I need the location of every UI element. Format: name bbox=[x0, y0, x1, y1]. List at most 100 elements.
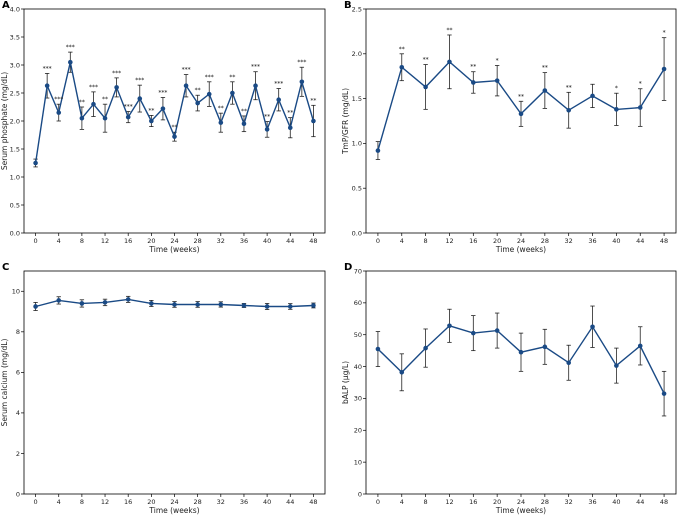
x-tick-label: 8 bbox=[80, 498, 84, 506]
x-tick-label: 0 bbox=[34, 237, 38, 245]
x-axis-label: Time (weeks) bbox=[495, 506, 546, 515]
y-tick-label: 1.5 bbox=[10, 145, 20, 153]
x-tick-label: 28 bbox=[194, 237, 202, 245]
x-tick-label: 48 bbox=[309, 498, 317, 506]
data-point bbox=[218, 120, 224, 125]
x-tick-label: 24 bbox=[170, 237, 178, 245]
y-tick-label: 40 bbox=[354, 363, 362, 371]
data-point bbox=[241, 303, 247, 308]
y-tick-label: 2.0 bbox=[352, 50, 362, 58]
x-tick-label: 32 bbox=[565, 498, 573, 506]
x-tick-label: 20 bbox=[147, 237, 155, 245]
x-tick-label: 40 bbox=[612, 237, 620, 245]
y-tick-label: 3.0 bbox=[10, 61, 20, 69]
panel-label: B bbox=[344, 0, 352, 11]
significance-label: ** bbox=[148, 107, 154, 114]
significance-label: * bbox=[639, 81, 642, 88]
x-tick-label: 48 bbox=[660, 498, 668, 506]
y-tick-label: 0 bbox=[16, 490, 20, 498]
data-point bbox=[79, 115, 85, 121]
x-tick-label: 40 bbox=[263, 498, 271, 506]
x-tick-label: 28 bbox=[541, 237, 549, 245]
x-tick-label: 44 bbox=[636, 237, 644, 245]
data-point bbox=[172, 302, 177, 307]
data-point bbox=[149, 118, 154, 124]
significance-label: *** bbox=[251, 64, 260, 71]
significance-label: *** bbox=[89, 84, 98, 91]
significance-label: *** bbox=[135, 77, 144, 84]
y-tick-label: 0.5 bbox=[10, 201, 20, 209]
data-point bbox=[447, 323, 452, 329]
significance-label: * bbox=[615, 85, 618, 92]
x-tick-label: 4 bbox=[57, 498, 61, 506]
significance-label: *** bbox=[205, 74, 214, 81]
data-point bbox=[56, 110, 62, 115]
y-tick-label: 30 bbox=[354, 395, 362, 403]
data-point bbox=[125, 297, 131, 302]
data-point bbox=[172, 134, 177, 139]
data-point bbox=[33, 304, 38, 309]
significance-label: ** bbox=[79, 99, 85, 106]
y-tick-label: 10 bbox=[12, 288, 20, 296]
data-point bbox=[614, 363, 619, 368]
y-tick-label: 2.5 bbox=[10, 89, 20, 97]
data-point bbox=[423, 345, 428, 351]
x-tick-label: 32 bbox=[565, 237, 573, 245]
x-tick-label: 12 bbox=[445, 237, 453, 245]
data-point bbox=[447, 59, 452, 65]
data-point bbox=[125, 114, 131, 120]
x-axis-label: Time (weeks) bbox=[148, 245, 199, 254]
plot-frame bbox=[23, 8, 326, 234]
data-point bbox=[423, 84, 428, 90]
significance-label: ** bbox=[470, 64, 476, 71]
data-point bbox=[542, 344, 548, 350]
significance-label: * bbox=[496, 57, 499, 64]
y-axis-label: Serum calcium (mg/dL) bbox=[0, 339, 9, 427]
data-point bbox=[264, 304, 270, 309]
panel-b: B0.00.51.01.52.02.50 4 8 12 16 20 24 28 32 36 40 44… bbox=[341, 0, 677, 254]
x-tick-label: 4 bbox=[400, 237, 404, 245]
x-tick-label: 20 bbox=[493, 237, 501, 245]
data-point bbox=[230, 90, 235, 96]
series-line bbox=[34, 62, 315, 164]
y-tick-label: 2 bbox=[16, 450, 20, 458]
y-tick-label: 1.0 bbox=[352, 140, 362, 148]
significance-label: *** bbox=[297, 59, 306, 66]
significance-label: *** bbox=[158, 89, 167, 96]
data-point bbox=[79, 301, 85, 306]
significance-label: ** bbox=[195, 87, 201, 94]
data-point bbox=[276, 97, 281, 103]
significance-label: ** bbox=[310, 97, 316, 104]
data-point bbox=[590, 93, 595, 99]
significance-label: ** bbox=[518, 93, 524, 100]
y-tick-label: 6 bbox=[16, 369, 20, 377]
x-tick-label: 32 bbox=[217, 237, 225, 245]
x-tick-label: 0 bbox=[34, 498, 38, 506]
y-tick-label: 0.0 bbox=[10, 229, 20, 237]
significance-label: ** bbox=[229, 74, 235, 81]
x-tick-label: 32 bbox=[217, 498, 225, 506]
data-point bbox=[287, 125, 293, 131]
data-point bbox=[566, 107, 571, 113]
y-tick-label: 2.5 bbox=[352, 5, 362, 13]
data-point bbox=[518, 111, 524, 117]
data-point bbox=[375, 346, 381, 352]
panel-label: C bbox=[2, 262, 9, 273]
data-point bbox=[195, 100, 200, 106]
y-tick-label: 4 bbox=[16, 409, 20, 417]
significance-label: *** bbox=[54, 96, 63, 103]
x-tick-label: 16 bbox=[124, 498, 132, 506]
data-point bbox=[399, 64, 405, 70]
y-tick-label: 0 bbox=[358, 490, 362, 498]
data-point bbox=[471, 330, 476, 336]
data-point bbox=[102, 300, 108, 305]
plot-frame bbox=[365, 270, 677, 495]
panel-a: A0.00.51.01.52.02.53.03.54.00 4 8 12 16 20 24 2… bbox=[0, 0, 326, 254]
x-tick-label: 44 bbox=[286, 237, 294, 245]
data-point bbox=[241, 121, 247, 127]
x-tick-label: 24 bbox=[170, 498, 178, 506]
data-point bbox=[661, 66, 667, 72]
significance-label: ** bbox=[446, 27, 452, 34]
x-axis-label: Time (weeks) bbox=[495, 245, 546, 254]
data-point bbox=[637, 105, 643, 110]
